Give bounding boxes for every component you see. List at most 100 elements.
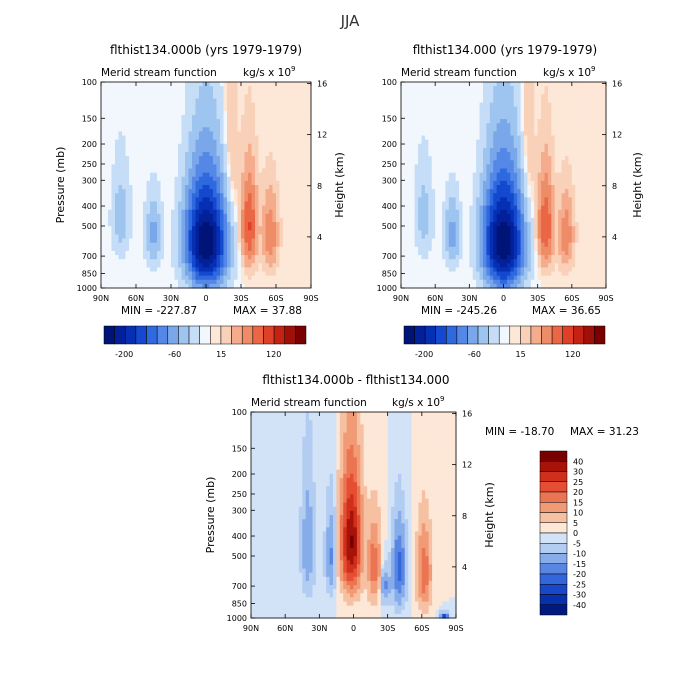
contour-cell <box>297 226 302 231</box>
contour-cell <box>269 110 274 116</box>
contour-cell <box>279 164 284 170</box>
contour-cell <box>276 250 281 256</box>
contour-cell <box>227 275 232 281</box>
contour-cell <box>216 106 221 112</box>
contour-cell <box>407 94 412 100</box>
contour-cell <box>174 94 179 100</box>
contour-cell <box>262 90 267 95</box>
contour-cell <box>244 197 249 203</box>
contour-cell <box>234 86 239 91</box>
contour-cell <box>465 180 470 186</box>
contour-cell <box>104 98 109 104</box>
contour-cell <box>493 283 498 289</box>
contour-cell <box>418 110 423 116</box>
contour-cell <box>237 147 242 153</box>
contour-cell <box>520 259 525 264</box>
contour-cell <box>216 127 221 133</box>
contour-cell <box>181 143 186 149</box>
contour-cell <box>195 205 200 211</box>
contour-cell <box>283 279 288 285</box>
contour-cell <box>125 143 130 149</box>
contour-cell <box>237 226 242 231</box>
contour-cell <box>111 160 116 165</box>
contour-cell <box>459 242 464 248</box>
contour-cell <box>223 90 228 95</box>
contour-cell <box>262 222 267 227</box>
contour-cell <box>202 82 207 87</box>
contour-cell <box>462 127 467 133</box>
contour-cell <box>459 135 464 141</box>
contour-cell <box>479 217 484 223</box>
contour-cell <box>442 164 447 170</box>
contour-cell <box>241 209 246 215</box>
contour-cell <box>418 106 423 112</box>
contour-cell <box>234 98 239 104</box>
contour-cell <box>174 201 179 207</box>
contour-cell <box>111 147 116 153</box>
contour-cell <box>174 143 179 149</box>
contour-cell <box>157 180 162 186</box>
contour-cell <box>164 246 169 252</box>
contour-cell <box>209 180 214 186</box>
contour-cell <box>115 127 120 133</box>
contour-cell <box>181 246 186 252</box>
contour-cell <box>227 86 232 91</box>
contour-cell <box>230 119 235 124</box>
contour-cell <box>513 255 518 260</box>
contour-cell <box>455 234 460 240</box>
contour-cell <box>220 275 225 281</box>
contour-cell <box>469 189 474 194</box>
contour-cell <box>248 86 253 91</box>
contour-cell <box>143 271 148 277</box>
contour-cell <box>297 213 302 219</box>
contour-cell <box>486 209 491 215</box>
contour-cell <box>428 152 433 157</box>
contour-cell <box>496 226 501 231</box>
contour-cell <box>465 106 470 112</box>
contour-cell <box>202 156 207 161</box>
contour-cell <box>452 226 457 231</box>
contour-cell <box>448 201 453 207</box>
contour-cell <box>404 156 409 161</box>
contour-cell <box>178 176 183 182</box>
contour-cell <box>269 283 274 289</box>
contour-cell <box>524 205 529 211</box>
contour-cell <box>524 217 529 223</box>
contour-cell <box>452 123 457 128</box>
contour-cell <box>255 267 260 273</box>
contour-cell <box>414 238 419 244</box>
contour-cell <box>438 131 443 137</box>
contour-cell <box>283 131 288 137</box>
contour-cell <box>489 164 494 170</box>
contour-cell <box>199 197 204 203</box>
contour-cell <box>244 131 249 137</box>
contour-cell <box>496 217 501 223</box>
contour-cell <box>517 226 522 231</box>
contour-cell <box>115 98 120 104</box>
contour-cell <box>272 160 277 165</box>
contour-cell <box>452 250 457 256</box>
contour-cell <box>164 267 169 273</box>
contour-cell <box>213 102 218 108</box>
contour-cell <box>527 205 532 211</box>
contour-cell <box>265 114 270 120</box>
contour-cell <box>493 242 498 248</box>
contour-cell <box>104 86 109 91</box>
contour-cell <box>424 127 429 133</box>
contour-cell <box>160 263 165 268</box>
contour-cell <box>442 238 447 244</box>
contour-cell <box>146 114 151 120</box>
contour-cell <box>181 197 186 203</box>
contour-cell <box>115 160 120 165</box>
contour-cell <box>178 267 183 273</box>
contour-cell <box>192 168 197 174</box>
contour-cell <box>448 160 453 165</box>
contour-cell <box>414 205 419 211</box>
contour-cell <box>524 94 529 100</box>
contour-cell <box>125 267 130 273</box>
contour-cell <box>192 230 197 236</box>
contour-cell <box>237 106 242 112</box>
contour-cell <box>489 185 494 190</box>
contour-cell <box>178 275 183 281</box>
contour-cell <box>160 279 165 285</box>
